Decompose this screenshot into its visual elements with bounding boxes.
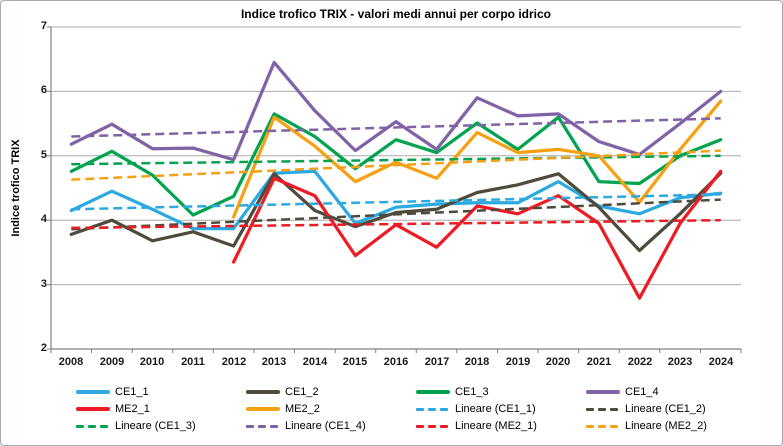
y-tick-label: 4 [40, 213, 47, 225]
legend-label: Lineare (ME2_2) [625, 420, 707, 432]
x-tick-label: 2016 [383, 356, 409, 368]
x-tick-label: 2008 [58, 356, 84, 368]
legend-item-ME2_2[interactable]: ME2_2 [246, 401, 320, 417]
y-tick-label: 7 [40, 20, 47, 32]
legend-swatch-ME2_2 [246, 407, 280, 411]
y-tick-label: 3 [40, 278, 47, 290]
x-tick-label: 2023 [667, 356, 693, 368]
chart-title: Indice trofico TRIX - valori medi annui … [240, 7, 552, 21]
trend-line-Lineare (CE1_3)[interactable] [71, 154, 721, 166]
legend-label: Lineare (CE1_3) [115, 420, 196, 432]
legend-label: CE1_2 [285, 386, 319, 398]
x-tick-label: 2010 [139, 356, 165, 368]
x-tick-label: 2018 [464, 356, 490, 368]
x-tick-label: 2022 [627, 356, 653, 368]
x-tick-label: 2024 [708, 356, 734, 368]
legend-item-Lineare (CE1_2)[interactable]: Lineare (CE1_2) [586, 401, 706, 417]
x-tick-label: 2013 [261, 356, 287, 368]
legend-swatch-CE1_3 [416, 390, 450, 394]
legend-item-Lineare (ME2_2)[interactable]: Lineare (ME2_2) [586, 418, 707, 434]
legend-item-Lineare (ME2_1)[interactable]: Lineare (ME2_1) [416, 418, 537, 434]
y-tick-label: 6 [40, 84, 47, 96]
x-tick-label: 2011 [181, 356, 205, 368]
series-line-CE1_4[interactable] [69, 60, 723, 162]
legend-label: CE1_3 [455, 386, 489, 398]
legend-item-Lineare (CE1_4)[interactable]: Lineare (CE1_4) [246, 418, 366, 434]
legend-swatch-CE1_4 [586, 390, 620, 394]
legend-swatch-Lineare (ME2_2) [586, 424, 620, 428]
series-line-CE1_2[interactable] [69, 171, 723, 253]
legend-item-CE1_4[interactable]: CE1_4 [586, 384, 659, 400]
x-tick-label: 2020 [545, 356, 571, 368]
x-tick-label: 2017 [424, 356, 450, 368]
legend-item-Lineare (CE1_1)[interactable]: Lineare (CE1_1) [416, 401, 536, 417]
legend-label: CE1_4 [625, 386, 659, 398]
legend-label: Lineare (CE1_2) [625, 403, 706, 415]
x-tick-label: 2019 [505, 356, 531, 368]
legend-item-CE1_1[interactable]: CE1_1 [76, 384, 149, 400]
legend-swatch-Lineare (CE1_1) [416, 407, 450, 411]
series-line-ME2_2[interactable] [231, 99, 723, 219]
legend-label: ME2_1 [115, 403, 150, 415]
legend-swatch-Lineare (ME2_1) [416, 424, 450, 428]
legend-swatch-ME2_1 [76, 407, 110, 411]
trend-line-Lineare (CE1_1)[interactable] [71, 193, 721, 211]
y-tick-label: 2 [40, 342, 47, 354]
trend-line-Lineare (CE1_2)[interactable] [71, 198, 721, 231]
legend-label: CE1_1 [115, 386, 149, 398]
y-tick-label: 5 [40, 149, 47, 161]
legend-swatch-Lineare (CE1_2) [586, 407, 620, 411]
legend-item-Lineare (CE1_3)[interactable]: Lineare (CE1_3) [76, 418, 196, 434]
legend-label: Lineare (ME2_1) [455, 420, 537, 432]
series-line-CE1_1[interactable] [69, 169, 723, 231]
trend-line-Lineare (ME2_1)[interactable] [71, 218, 721, 230]
x-tick-label: 2014 [302, 356, 328, 368]
series-line-ME2_1[interactable] [231, 169, 723, 300]
legend-item-CE1_2[interactable]: CE1_2 [246, 384, 319, 400]
series-line-CE1_3[interactable] [69, 112, 723, 217]
legend-label: Lineare (CE1_1) [455, 403, 536, 415]
legend-swatch-CE1_1 [76, 390, 110, 394]
legend-item-ME2_1[interactable]: ME2_1 [76, 401, 150, 417]
x-tick-label: 2015 [342, 356, 368, 368]
x-tick-label: 2012 [221, 356, 247, 368]
x-tick-label: 2021 [586, 356, 612, 368]
legend-swatch-CE1_2 [246, 390, 280, 394]
legend-label: Lineare (CE1_4) [285, 420, 366, 432]
trend-line-Lineare (CE1_4)[interactable] [71, 117, 721, 138]
legend-item-CE1_3[interactable]: CE1_3 [416, 384, 489, 400]
x-tick-label: 2009 [99, 356, 125, 368]
trend-line-Lineare (ME2_2)[interactable] [71, 149, 721, 181]
legend-swatch-Lineare (CE1_3) [76, 424, 110, 428]
legend-label: ME2_2 [285, 403, 320, 415]
y-axis-title: Indice trofico TRIX [10, 139, 22, 237]
legend-swatch-Lineare (CE1_4) [246, 424, 280, 428]
